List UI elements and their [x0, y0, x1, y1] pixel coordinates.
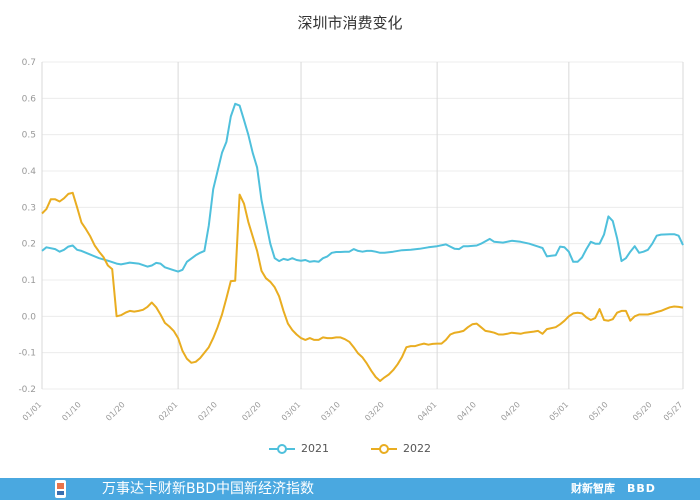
- x-tick-label: 01/01: [21, 400, 44, 423]
- x-tick-label: 04/10: [455, 400, 478, 423]
- legend-item-2021[interactable]: 2021: [269, 442, 329, 455]
- x-tick-label: 02/01: [157, 400, 180, 423]
- y-tick-label: 0.7: [22, 58, 36, 68]
- brand-logo-bbd: BBD: [627, 482, 656, 495]
- x-tick-label: 04/20: [499, 400, 522, 423]
- legend-label-2022: 2022: [403, 442, 431, 455]
- x-tick-label: 01/20: [104, 400, 127, 423]
- x-tick-label: 03/01: [280, 400, 303, 423]
- legend-marker-2021-icon: [269, 443, 295, 454]
- x-tick-label: 04/01: [416, 400, 439, 423]
- x-tick-label: 05/10: [587, 400, 610, 423]
- y-tick-label: 0.1: [22, 276, 36, 286]
- x-tick-label: 02/20: [240, 400, 263, 423]
- legend-marker-2022-icon: [371, 443, 397, 454]
- chart-title: 深圳市消费变化: [297, 14, 403, 32]
- series-line-2021: [41, 102, 684, 273]
- line-chart: -0.2 -0.1 0.0 0.1 0.2 0.3 0.4 0.5 0.6 0.7 01/01 01/…: [18, 58, 685, 423]
- legend-label-2021: 2021: [301, 442, 329, 455]
- x-tick-label: 05/20: [631, 400, 654, 423]
- series-line-2022: [41, 191, 684, 382]
- chart-legend: 2021 2022: [0, 442, 700, 455]
- y-tick-label: -0.1: [18, 349, 36, 359]
- x-tick-label: 02/10: [196, 400, 219, 423]
- footer-bar: 万事达卡财新BBD中国新经济指数 财新智库 BBD: [0, 478, 700, 500]
- y-tick-label: 0.5: [22, 131, 36, 141]
- y-tick-label: -0.2: [18, 385, 36, 395]
- footer-title: 万事达卡财新BBD中国新经济指数: [102, 481, 314, 497]
- x-tick-label: 03/20: [363, 400, 386, 423]
- y-tick-label: 0.3: [22, 203, 36, 213]
- card-icon: [55, 480, 66, 498]
- y-tick-label: 0.0: [22, 312, 37, 322]
- y-tick-label: 0.6: [22, 94, 37, 104]
- legend-item-2022[interactable]: 2022: [371, 442, 431, 455]
- x-tick-label: 03/10: [319, 400, 342, 423]
- x-tick-label: 01/10: [60, 400, 83, 423]
- y-tick-label: 0.2: [22, 240, 36, 250]
- x-tick-label: 05/01: [548, 400, 571, 423]
- y-tick-label: 0.4: [22, 167, 37, 177]
- x-tick-label: 05/27: [662, 400, 685, 423]
- brand-logo-caixin: 财新智库: [571, 482, 615, 495]
